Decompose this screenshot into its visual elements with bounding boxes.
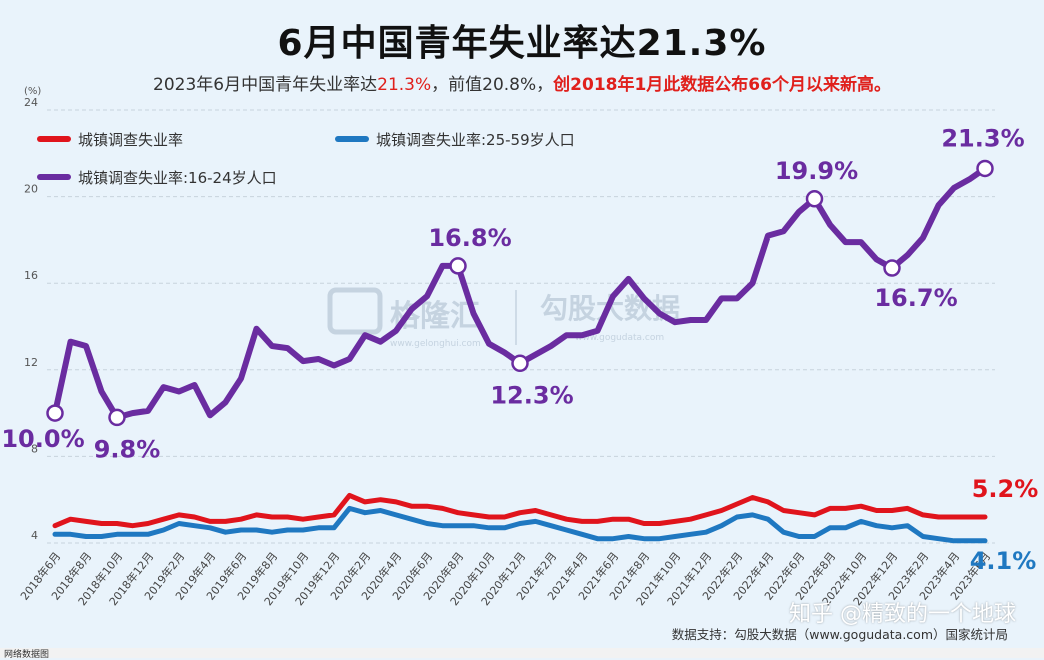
watermark: 格隆汇www.gelonghui.com勾股大数据www.gogudata.co… [327, 287, 680, 349]
y-unit-label: (%) [24, 86, 41, 97]
subtitle-part-2: ，前值20.8%， [431, 75, 554, 95]
subtitle-part-1: 21.3% [377, 75, 432, 95]
highlight-marker [449, 257, 467, 275]
data-label: 19.9% [775, 157, 858, 185]
watermark-right-url: www.gogudata.com [575, 333, 664, 343]
series-line-0 [52, 492, 988, 529]
y-axis-ticks: 4 8 12 16 20 24(%) [24, 86, 41, 542]
watermark-left-url: www.gelonghui.com [390, 339, 481, 349]
subtitle-part-3: 创2018年1月此数据公布66个月以来新高。 [553, 75, 891, 95]
series-line-2 [52, 165, 988, 421]
bottom-text: 网络数据图 [4, 650, 50, 660]
y-tick-label: 4 [31, 529, 38, 542]
highlight-marker [805, 190, 824, 208]
data-label: 21.3% [941, 124, 1024, 152]
highlight-marker [46, 404, 64, 422]
bottom-strip: 网络数据图 [0, 648, 1044, 660]
data-label: 10.0% [1, 425, 84, 453]
data-labels: 10.0% 9.8% 16.8% 12.3% 19.9% 16.7% 21.3% 5.2% 4.… [1, 124, 1038, 574]
legend-label: 城镇调查失业率:16-24岁人口 [78, 169, 277, 187]
watermark-logo [327, 287, 383, 335]
data-label: 4.1% [970, 547, 1037, 575]
y-tick-label: 16 [24, 269, 38, 282]
highlight-marker [108, 408, 126, 427]
subtitle-part-0: 2023年6月中国青年失业率达 [153, 75, 378, 95]
legend-label: 城镇调查失业率 [78, 131, 183, 149]
data-source: 数据支持：勾股大数据（www.gogudata.com）国家统计局 [671, 627, 1008, 642]
chart-subtitle: 2023年6月中国青年失业率达21.3%，前值20.8%，创2018年1月此数据… [0, 70, 1044, 95]
data-label: 16.7% [874, 284, 957, 312]
data-label: 12.3% [490, 381, 573, 409]
y-tick-label: 12 [24, 356, 38, 369]
highlight-marker [883, 259, 901, 277]
data-label: 5.2% [972, 475, 1039, 503]
legend-label: 城镇调查失业率:25-59岁人口 [376, 131, 575, 149]
data-label: 16.8% [428, 224, 511, 252]
highlight-marker [511, 354, 529, 373]
zhihu-watermark: 知乎 @精致的一个地球 [789, 602, 1016, 627]
y-tick-label: 24 [24, 96, 38, 109]
highlight-marker [976, 159, 994, 178]
y-tick-label: 20 [24, 183, 38, 196]
chart-title: 6月中国青年失业率达21.3% [277, 23, 767, 64]
y-tick-label: 8 [31, 442, 38, 455]
data-label: 9.8% [94, 435, 161, 463]
highlight-markers [46, 159, 994, 427]
series-line-1 [52, 505, 988, 544]
